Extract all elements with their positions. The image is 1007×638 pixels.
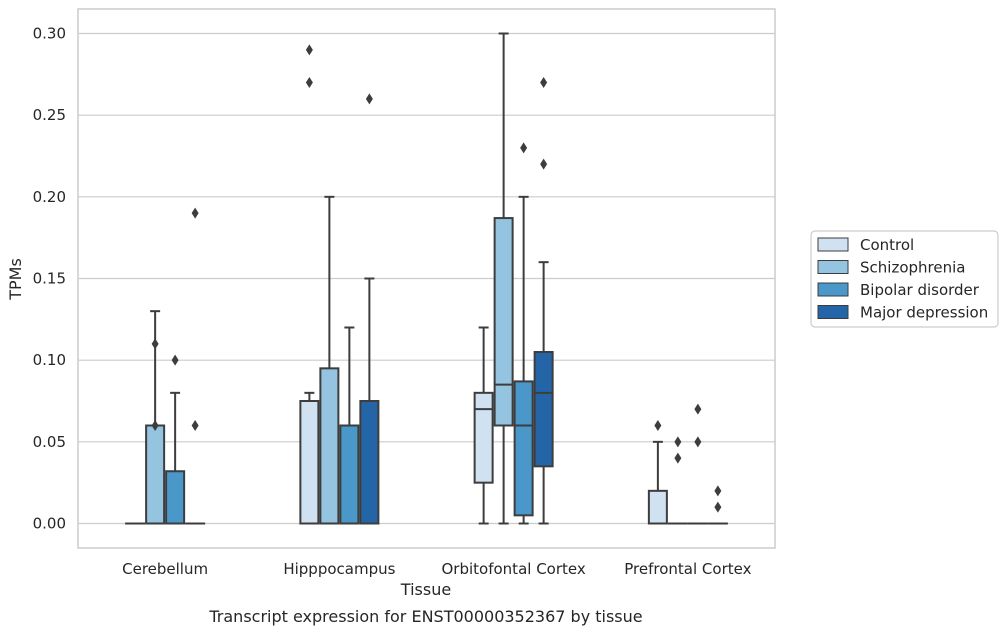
x-tick-label: Hipppocampus <box>283 560 395 578</box>
legend-label: Schizophrenia <box>860 259 965 277</box>
box-body <box>649 491 667 524</box>
x-tick-label: Cerebellum <box>122 560 208 578</box>
box-body <box>475 393 493 483</box>
box-body <box>535 352 553 466</box>
legend-swatch <box>818 261 848 274</box>
box-body <box>340 426 358 524</box>
box-body <box>495 218 513 425</box>
y-tick-label: 0.25 <box>33 106 66 124</box>
box-body <box>320 368 338 523</box>
y-tick-label: 0.30 <box>33 25 66 43</box>
legend-label: Major depression <box>860 304 988 322</box>
box-body <box>515 381 533 515</box>
legend-label: Control <box>860 236 914 254</box>
x-axis-label: Tissue <box>400 580 451 599</box>
box-body <box>166 471 184 523</box>
y-tick-label: 0.10 <box>33 351 66 369</box>
y-tick-label: 0.15 <box>33 270 66 288</box>
legend: Control Schizophrenia Bipolar disorder Majo… <box>811 231 998 327</box>
y-tick-label: 0.00 <box>33 515 66 533</box>
legend-label: Bipolar disorder <box>860 281 980 299</box>
y-tick-label: 0.20 <box>33 188 66 206</box>
box-body <box>300 401 318 524</box>
legend-swatch <box>818 306 848 319</box>
y-axis-label: TPMs <box>6 258 25 301</box>
box-body <box>360 401 378 524</box>
legend-swatch <box>818 283 848 296</box>
legend-swatch <box>818 238 848 251</box>
x-tick-label: Orbitofontal Cortex <box>442 560 586 578</box>
y-tick-label: 0.05 <box>33 433 66 451</box>
chart-caption: Transcript expression for ENST0000035236… <box>208 607 642 626</box>
x-tick-label: Prefrontal Cortex <box>624 560 751 578</box>
box-body <box>146 426 164 524</box>
